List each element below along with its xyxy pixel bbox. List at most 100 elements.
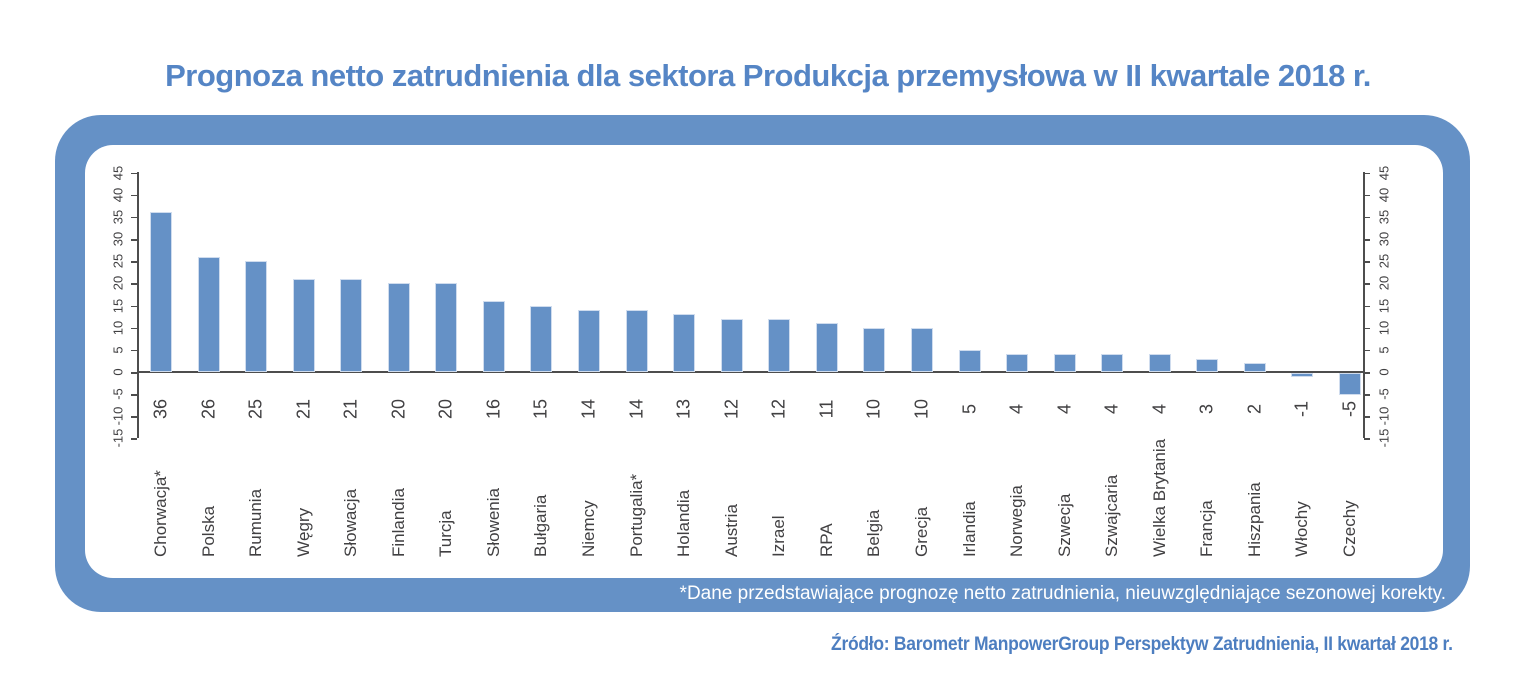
y-tick-label: -10 bbox=[1376, 406, 1392, 426]
y-tick-label: 30 bbox=[1376, 231, 1392, 247]
zero-line bbox=[137, 371, 1363, 373]
bar-value-label: -1 bbox=[1291, 400, 1312, 418]
y-tick-label: 20 bbox=[1376, 276, 1392, 291]
y-tick bbox=[131, 194, 137, 197]
y-tick-label: 20 bbox=[110, 276, 126, 291]
y-tick bbox=[131, 327, 137, 330]
y-tick bbox=[1364, 416, 1370, 418]
bar-value-label: 21 bbox=[340, 398, 361, 420]
bar-value-label: 13 bbox=[673, 398, 694, 420]
category-label: Szwajcaria bbox=[1102, 474, 1122, 557]
bar bbox=[1243, 363, 1266, 372]
y-tick bbox=[131, 283, 137, 285]
bar bbox=[768, 318, 791, 372]
bar bbox=[482, 301, 505, 372]
y-tick bbox=[1364, 372, 1370, 374]
category-label: Hiszpania bbox=[1244, 482, 1264, 557]
bar-value-label: 36 bbox=[150, 398, 171, 420]
bar-value-label: 21 bbox=[293, 398, 314, 420]
bar-value-label: 4 bbox=[1054, 403, 1075, 415]
bar bbox=[387, 283, 410, 372]
bar bbox=[435, 283, 458, 372]
bar bbox=[340, 278, 363, 372]
category-label: Portugalia* bbox=[626, 473, 646, 557]
chart-card: 45 45 40 40 35 35 30 30 25 25 20 20 15 15 10 10 5 5 0 0 -5 -5… bbox=[55, 115, 1470, 612]
chart-panel: 45 45 40 40 35 35 30 30 25 25 20 20 15 15 10 10 5 5 0 0 -5 -5… bbox=[85, 145, 1443, 578]
bar bbox=[1148, 354, 1171, 372]
y-tick-label: 40 bbox=[110, 187, 126, 202]
bar-value-label: 16 bbox=[483, 398, 504, 420]
bar bbox=[1291, 373, 1314, 378]
y-tick-label: 25 bbox=[1376, 253, 1392, 269]
y-tick-label: -15 bbox=[110, 429, 126, 448]
bar bbox=[815, 323, 838, 372]
y-tick bbox=[1364, 327, 1370, 330]
category-label: Irlandia bbox=[959, 501, 979, 557]
y-tick-label: 35 bbox=[1376, 209, 1392, 225]
category-label: Finlandia bbox=[388, 488, 408, 557]
bar bbox=[1339, 373, 1361, 396]
y-tick bbox=[131, 372, 137, 374]
category-label: Chorwacja* bbox=[151, 470, 170, 557]
y-tick-label: 35 bbox=[110, 209, 126, 225]
bar-value-label: 11 bbox=[816, 399, 837, 419]
y-tick-label: 15 bbox=[110, 298, 126, 313]
bar bbox=[578, 309, 601, 372]
y-tick-label: 5 bbox=[110, 346, 126, 354]
y-tick bbox=[131, 349, 137, 352]
y-tick-label: 5 bbox=[1376, 346, 1392, 354]
bar-value-label: 2 bbox=[1244, 403, 1265, 415]
bar bbox=[150, 212, 172, 372]
category-label: Turcja bbox=[436, 510, 456, 557]
bar-value-label: 4 bbox=[1149, 403, 1170, 415]
bar bbox=[197, 256, 220, 372]
category-label: Słowacja bbox=[341, 488, 361, 557]
bar-value-label: 5 bbox=[959, 403, 980, 415]
category-label: Austria bbox=[721, 504, 741, 557]
category-label: Słowenia bbox=[483, 488, 503, 557]
y-tick bbox=[1364, 216, 1370, 219]
bar bbox=[958, 349, 981, 372]
y-tick bbox=[131, 305, 137, 307]
y-tick-label: 45 bbox=[110, 165, 126, 180]
bar bbox=[245, 261, 268, 372]
bar bbox=[1101, 354, 1124, 372]
category-label: Izrael bbox=[769, 515, 789, 557]
y-tick-label: 25 bbox=[110, 253, 126, 269]
y-tick bbox=[131, 416, 137, 418]
y-tick-label: 15 bbox=[1376, 298, 1392, 313]
category-label: Francja bbox=[1197, 500, 1217, 557]
y-tick bbox=[1364, 172, 1370, 174]
bar-value-label: 14 bbox=[626, 398, 647, 420]
y-tick-label: -5 bbox=[110, 388, 126, 400]
y-tick-label: 30 bbox=[110, 231, 126, 247]
bar bbox=[720, 318, 743, 372]
category-label: Rumunia bbox=[246, 488, 266, 557]
y-tick bbox=[1364, 305, 1370, 307]
y-tick bbox=[1364, 261, 1370, 263]
category-label: Włochy bbox=[1292, 501, 1312, 557]
y-tick-label: 10 bbox=[1376, 320, 1392, 335]
y-tick-label: -15 bbox=[1376, 429, 1392, 448]
bar-value-label: 14 bbox=[578, 398, 599, 420]
y-tick bbox=[131, 438, 137, 440]
y-tick bbox=[131, 216, 137, 219]
category-label: Polska bbox=[198, 505, 218, 557]
y-tick bbox=[131, 394, 137, 396]
source-credit: Źródło: Barometr ManpowerGroup Perspekty… bbox=[831, 634, 1453, 655]
y-tick bbox=[1364, 194, 1370, 197]
category-label: RPA bbox=[816, 523, 836, 557]
y-tick bbox=[1364, 349, 1370, 352]
y-tick-label: 0 bbox=[110, 368, 126, 376]
category-label: Niemcy bbox=[579, 500, 599, 557]
bar-value-label: 25 bbox=[245, 398, 266, 420]
bar-value-label: 10 bbox=[911, 398, 932, 420]
category-label: Belgia bbox=[864, 509, 884, 557]
y-tick bbox=[131, 261, 137, 263]
bar bbox=[1196, 358, 1219, 372]
chart-title: Prognoza netto zatrudnienia dla sektora … bbox=[165, 58, 1371, 93]
category-label: Grecja bbox=[911, 506, 931, 557]
bar bbox=[1006, 354, 1029, 372]
y-axis-left bbox=[137, 172, 139, 438]
category-label: Norwegia bbox=[1007, 485, 1027, 557]
